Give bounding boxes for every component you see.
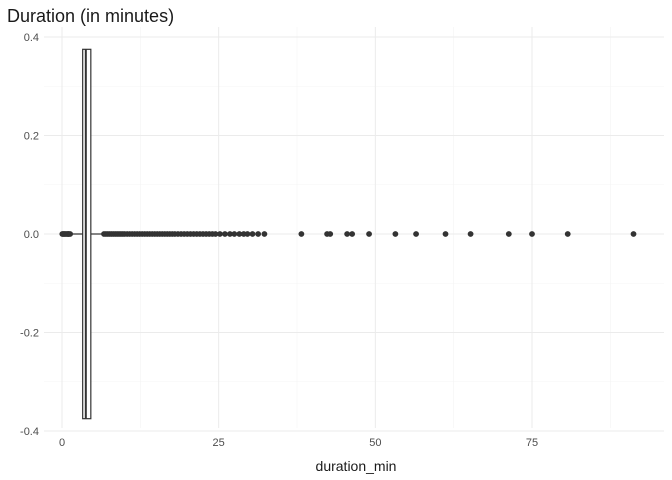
outlier-point — [442, 231, 449, 237]
y-tick-label: 0.4 — [24, 32, 39, 44]
x-axis-ticks: 0 25 50 75 — [59, 437, 538, 449]
outlier-point — [244, 231, 251, 237]
outlier-points — [59, 231, 637, 237]
outlier-point — [67, 231, 74, 237]
chart-title: Duration (in minutes) — [7, 6, 174, 26]
x-tick-label: 25 — [213, 437, 225, 449]
outlier-point — [236, 231, 243, 237]
outlier-point — [231, 231, 238, 237]
y-tick-label: 0.0 — [24, 229, 39, 241]
outlier-point — [413, 231, 419, 237]
outlier-point — [255, 231, 262, 237]
outlier-point — [222, 231, 228, 237]
y-axis-ticks: -0.4 -0.2 0.0 0.2 0.4 — [20, 32, 39, 438]
y-tick-label: -0.2 — [20, 328, 39, 340]
outlier-point — [467, 231, 474, 237]
outlier-point — [564, 231, 571, 237]
outlier-point — [298, 231, 305, 237]
x-tick-label: 50 — [369, 437, 381, 449]
outlier-point — [261, 231, 268, 237]
plot-grid — [44, 27, 664, 432]
outlier-point — [249, 231, 256, 237]
outlier-point — [327, 231, 334, 237]
x-tick-label: 0 — [59, 437, 65, 449]
outlier-point — [217, 231, 223, 237]
outlier-point — [227, 231, 233, 237]
outlier-point — [349, 231, 356, 237]
outlier-point — [505, 231, 512, 237]
outlier-point — [529, 231, 535, 237]
outlier-point — [630, 231, 637, 237]
outlier-point — [366, 231, 372, 237]
x-tick-label: 75 — [526, 437, 538, 449]
y-tick-label: 0.2 — [24, 131, 39, 143]
outlier-point — [344, 231, 351, 237]
x-axis-title: duration_min — [316, 458, 397, 474]
y-tick-label: -0.4 — [20, 426, 39, 438]
outlier-point — [392, 231, 399, 237]
outlier-point — [212, 231, 219, 237]
